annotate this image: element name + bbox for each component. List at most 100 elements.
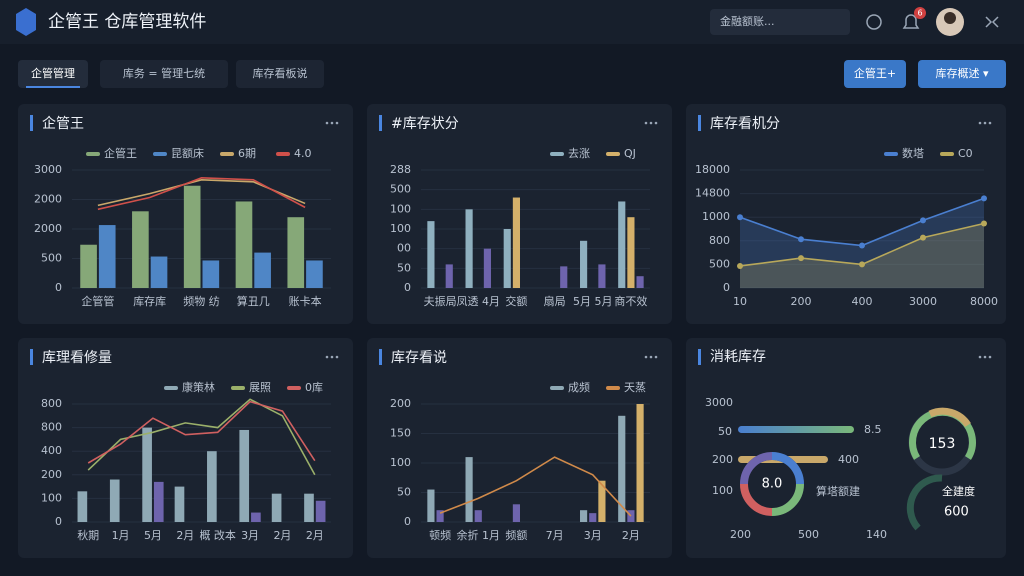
x-tick-label: 2月 [273, 529, 291, 542]
legend-swatch [86, 152, 100, 156]
clock-icon[interactable] [866, 14, 882, 30]
scale-label: 200 [730, 528, 751, 541]
bar [445, 264, 453, 288]
bar [239, 429, 250, 522]
y-tick-label: 1000 [702, 210, 730, 223]
bar [183, 185, 201, 288]
bar [287, 217, 305, 288]
x-tick-label: 企管管 [81, 294, 114, 308]
panel [686, 338, 1006, 558]
more-icon [335, 355, 339, 359]
logo [16, 8, 36, 36]
bell-icon[interactable] [902, 14, 920, 29]
x-tick-label: 概 改本 [199, 528, 236, 542]
x-tick-label: 5月 [144, 529, 162, 542]
y-tick-label: 150 [390, 427, 411, 440]
x-tick-label: 2月 [622, 529, 640, 542]
y-tick-label: 3000 [34, 163, 62, 176]
panel [18, 338, 353, 558]
panel-title: #库存状分 [391, 116, 459, 132]
button[interactable] [844, 60, 906, 88]
bar [174, 486, 185, 522]
bar [474, 510, 482, 522]
bar [618, 201, 626, 288]
more-icon [330, 121, 334, 125]
gauge-arc [906, 474, 943, 531]
legend-swatch [220, 152, 234, 156]
legend-label: 企管王 [104, 146, 137, 160]
y-tick-label: 0 [55, 281, 62, 294]
y-tick-label: 0 [723, 281, 730, 294]
panel-title: 消耗库存 [710, 349, 766, 365]
legend-swatch [231, 386, 245, 390]
line [439, 456, 632, 517]
legend-swatch [606, 152, 620, 156]
legend-label: 昆额床 [171, 146, 204, 160]
y-tick-label: 200 [41, 468, 62, 481]
y-tick-label: 14800 [695, 187, 730, 200]
bar [109, 479, 120, 522]
bar [465, 209, 473, 288]
more-icon [644, 355, 648, 359]
point [859, 261, 865, 268]
search-box[interactable] [710, 9, 850, 35]
menu-icon[interactable] [985, 16, 999, 28]
more-icon [988, 355, 992, 359]
more-icon [654, 121, 658, 125]
bar [436, 510, 444, 522]
bar [150, 256, 168, 288]
x-tick-label: 2月 [176, 529, 194, 542]
y-tick-label: 800 [41, 421, 62, 434]
legend-label: 天蒸 [624, 381, 646, 394]
legend-swatch [276, 152, 290, 156]
bar [465, 457, 473, 522]
panel-title: 企管王 [42, 115, 84, 132]
y-tick-label: 100 [390, 222, 411, 235]
x-tick-label: 余折 1月 [457, 528, 501, 542]
bar [598, 264, 606, 288]
more-icon [978, 121, 982, 125]
more-icon [335, 121, 339, 125]
y-tick-label: 500 [41, 252, 62, 265]
x-tick-label: 账卡本 [289, 294, 322, 308]
button[interactable] [918, 60, 1006, 88]
x-tick-label: 3月 [241, 529, 259, 542]
button-label: 库存概述 ▾ [935, 66, 988, 80]
x-tick-label: 3月 [584, 529, 602, 542]
legend-swatch [550, 152, 564, 156]
app-title: 企管王 仓库管理软件 [48, 12, 206, 32]
scale-label: 500 [798, 528, 819, 541]
point [859, 242, 865, 249]
progress-bar [738, 426, 854, 433]
legend-swatch [164, 386, 178, 390]
x-tick-label: 7月 [546, 529, 564, 542]
donut-arc [771, 452, 804, 485]
x-tick-label: 频物 纺 [183, 294, 220, 308]
legend-label: C0 [958, 147, 973, 160]
x-tick-label: 库存库 [133, 294, 166, 308]
bar [315, 500, 326, 522]
legend-label: 展照 [249, 381, 271, 394]
y-tick-label: 400 [41, 444, 62, 457]
point [981, 195, 987, 202]
legend-label: 4.0 [294, 147, 312, 160]
bar [618, 415, 626, 522]
y-tick-label: 2000 [34, 222, 62, 235]
scale-label: 200 [712, 453, 733, 466]
legend-swatch [550, 386, 564, 390]
gauge-caption: 全建度 [942, 484, 975, 498]
more-icon [983, 355, 987, 359]
more-icon [330, 355, 334, 359]
line [87, 398, 316, 476]
tab[interactable] [18, 60, 88, 88]
x-tick-label: 2月 [306, 529, 324, 542]
bar [512, 504, 520, 522]
bar [598, 480, 606, 522]
tab[interactable] [100, 60, 228, 88]
tab-label: 企管管理 [31, 66, 75, 80]
more-icon [983, 121, 987, 125]
tab[interactable] [236, 60, 324, 88]
bar [636, 404, 644, 522]
legend-label: 成频 [568, 380, 590, 394]
bar [254, 252, 271, 288]
